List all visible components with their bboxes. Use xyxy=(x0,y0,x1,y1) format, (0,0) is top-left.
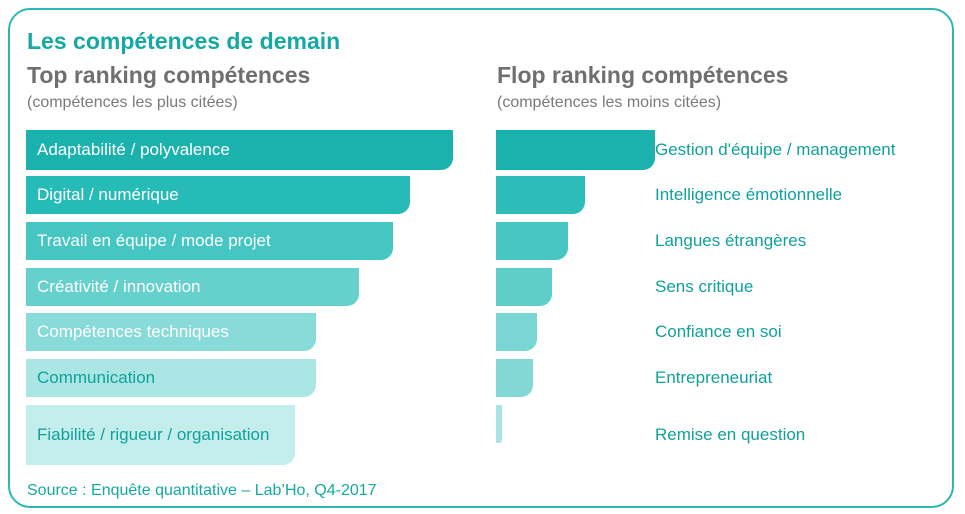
bar xyxy=(496,176,586,214)
bar-label: Digital / numérique xyxy=(37,185,179,204)
chart-subtitle: (compétences les moins citées) xyxy=(497,94,722,111)
bar xyxy=(26,268,360,306)
bar-label: Intelligence émotionnelle xyxy=(655,185,843,204)
chart-title: Top ranking compétences xyxy=(27,62,311,88)
source: Source : Enquête quantitative – Lab’Ho, … xyxy=(27,482,377,499)
bar-label: Travail en équipe / mode projet xyxy=(37,231,271,250)
bar xyxy=(496,130,655,170)
bar-label: Fiabilité / rigueur / organisation xyxy=(37,425,270,444)
chart-subtitle: (compétences les plus citées) xyxy=(27,94,238,111)
bar xyxy=(26,313,317,351)
bar xyxy=(26,359,317,397)
bar-label: Remise en question xyxy=(655,425,806,444)
bar xyxy=(496,268,552,306)
frame xyxy=(8,8,954,508)
bar-label: Sens critique xyxy=(655,277,754,296)
bar-label: Créativité / innovation xyxy=(37,277,201,296)
bar xyxy=(496,359,533,397)
bar xyxy=(26,405,295,465)
title: Les compétences de demain xyxy=(27,28,341,54)
bar-label: Adaptabilité / polyvalence xyxy=(37,140,230,159)
bar-label: Communication xyxy=(37,368,156,387)
bar-label: Entrepreneuriat xyxy=(655,368,773,387)
bar xyxy=(496,313,538,351)
bar-label: Langues étrangères xyxy=(655,231,807,250)
bar xyxy=(26,176,411,214)
bar-label: Confiance en soi xyxy=(655,322,782,341)
bar xyxy=(26,222,394,260)
bar xyxy=(496,222,568,260)
bar xyxy=(26,130,453,170)
bar-label: Gestion d'équipe / management xyxy=(655,140,896,159)
bar xyxy=(496,405,503,443)
bar-label: Compétences techniques xyxy=(37,322,229,341)
chart-title: Flop ranking compétences xyxy=(497,62,789,88)
